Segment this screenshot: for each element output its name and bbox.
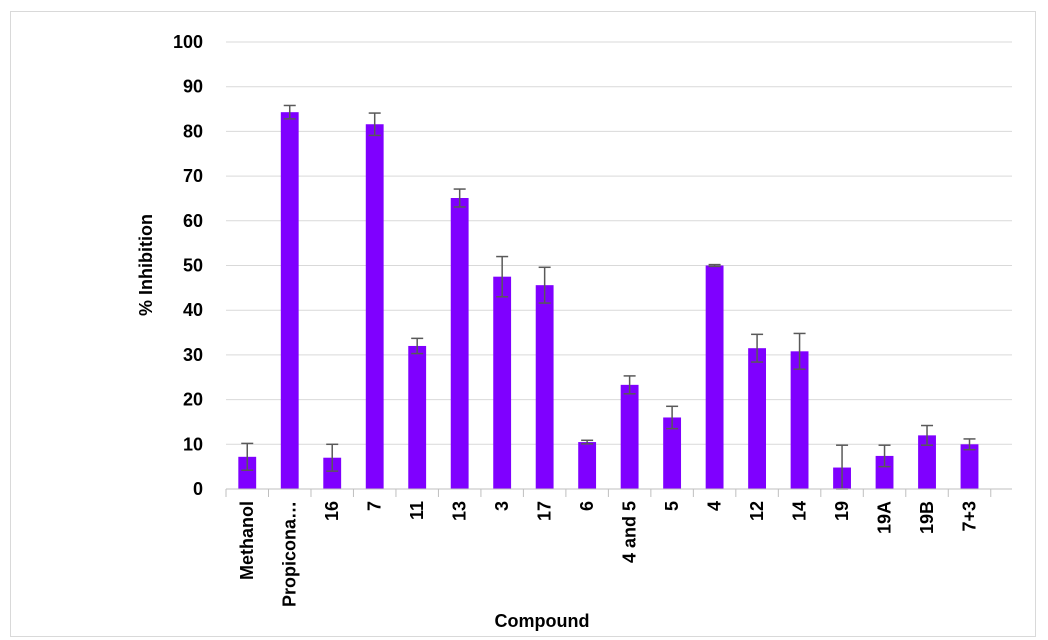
x-tick-label: 6 [577,501,597,511]
bar [960,444,979,489]
x-axis-title: Compound [495,611,590,631]
y-tick-label: 10 [183,434,203,454]
bar [408,345,427,489]
error-bar [963,438,976,451]
x-tick-label: Methanol [237,501,257,580]
error-bar [453,188,466,208]
error-bar [666,405,679,430]
y-tick-label: 50 [183,256,203,276]
gridlines [225,41,1012,497]
error-bar [326,443,339,472]
x-tick-label: 19B [917,501,937,534]
error-bar [581,439,594,445]
bar [280,112,299,489]
chart-area [10,11,1036,637]
bar [748,348,767,489]
error-bar [496,255,509,298]
x-tick-label: 16 [322,501,342,521]
error-bar [623,375,636,395]
x-tick-label: 4 [705,501,725,511]
error-bar [411,337,424,355]
x-tick-label: 19A [875,501,895,534]
y-tick-label: 90 [183,77,203,97]
y-tick-label: 100 [173,32,203,52]
x-tick-label: 17 [535,501,555,521]
y-tick-label: 30 [183,345,203,365]
error-bar [878,444,891,468]
bar [620,384,639,489]
y-tick-label: 80 [183,121,203,141]
x-tick-label: 7+3 [960,501,980,532]
y-axis-tick-labels: 0 10 20 30 40 50 60 70 80 90 100 [173,32,203,499]
error-bar [793,332,806,370]
bar [918,435,936,489]
x-tick-label: 13 [450,501,470,521]
x-tick-label: 14 [790,501,810,521]
x-tick-label: 12 [747,501,767,521]
bar [535,285,554,489]
bar [875,455,894,489]
bars [238,112,979,490]
error-bar [538,266,551,304]
error-bar [921,424,934,446]
bar [705,265,724,489]
error-bars [241,104,976,490]
bar [365,124,384,490]
y-axis-title: % Inhibition [136,214,156,316]
y-tick-label: 60 [183,211,203,231]
x-axis-tick-labels: Methanol Propicona… 16 7 11 13 3 17 6 4 and 5 5 4 12… [237,501,979,607]
bar [238,456,257,489]
bar [578,442,597,489]
y-tick-label: 0 [193,479,203,499]
x-tick-label: 5 [662,501,682,511]
x-tick-label: 4 and 5 [620,501,640,563]
error-bar [241,442,254,471]
x-tick-label: 3 [492,501,512,511]
bar [663,417,682,489]
y-tick-label: 40 [183,300,203,320]
x-tick-label: 7 [365,501,385,511]
error-bar [283,104,296,120]
x-tick-label: Propicona… [280,501,300,607]
error-bar [751,333,764,363]
bar [323,457,342,489]
x-tick-label: 11 [407,501,427,520]
y-tick-label: 70 [183,166,203,186]
x-tick-label: 19 [832,501,852,521]
error-bar [708,263,721,268]
bar [493,276,512,489]
error-bar [368,112,381,137]
bar [450,198,469,490]
bar [790,351,809,489]
y-tick-label: 20 [183,390,203,410]
